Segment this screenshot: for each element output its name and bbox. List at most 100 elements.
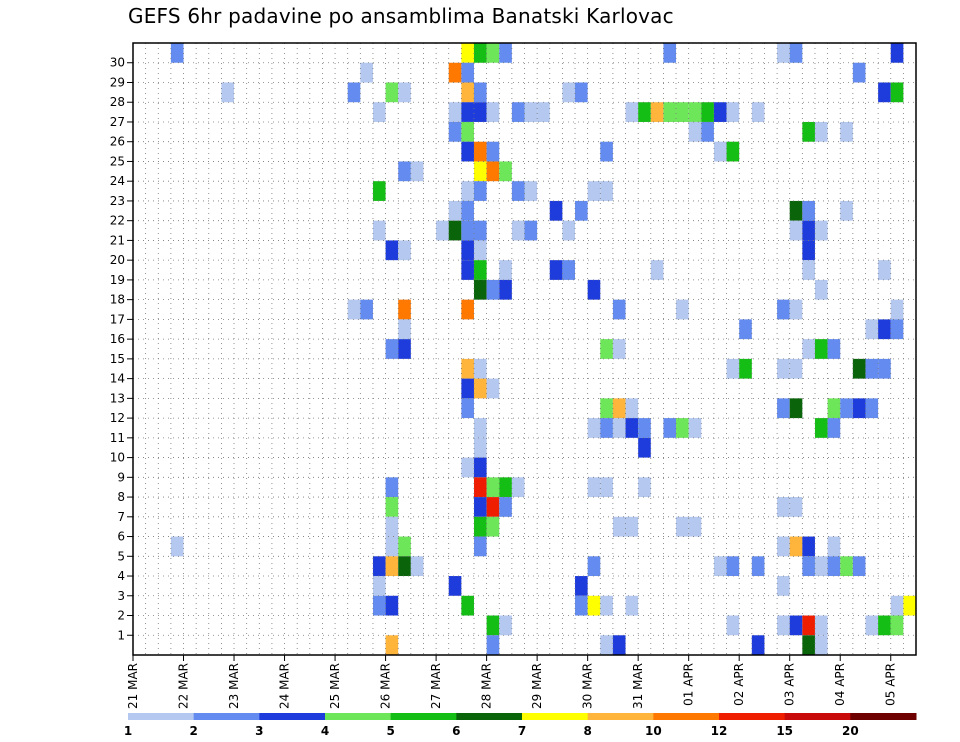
x-tick-label: 24 MAR bbox=[278, 663, 292, 709]
heatmap-cell bbox=[600, 141, 613, 162]
heatmap-cell bbox=[777, 43, 790, 63]
heatmap-cell bbox=[789, 43, 803, 63]
y-tick-label: 30 bbox=[110, 56, 125, 70]
heatmap-cell bbox=[890, 82, 904, 103]
heatmap-cell bbox=[612, 635, 626, 655]
heatmap-cell bbox=[878, 82, 891, 103]
heatmap-cell bbox=[398, 240, 411, 261]
heatmap-cell bbox=[840, 556, 853, 577]
y-tick-label: 27 bbox=[110, 115, 125, 129]
heatmap-cell bbox=[777, 398, 790, 419]
heatmap-cell bbox=[587, 595, 601, 616]
heatmap-cell bbox=[751, 635, 765, 655]
heatmap-cell bbox=[461, 62, 474, 83]
heatmap-cell bbox=[852, 556, 866, 577]
legend-swatch bbox=[390, 713, 457, 720]
heatmap-cell bbox=[524, 220, 538, 241]
legend-swatch bbox=[259, 713, 326, 720]
heatmap-cell bbox=[473, 536, 487, 557]
y-tick-label: 5 bbox=[117, 549, 125, 563]
heatmap-cell bbox=[865, 398, 879, 419]
color-legend: 1 2 3 4 5 6 7 8 10 12 15 20 bbox=[124, 713, 917, 738]
heatmap-cell bbox=[473, 181, 487, 201]
heatmap-cell bbox=[473, 516, 487, 537]
heatmap-cell bbox=[777, 615, 790, 636]
y-tick-label: 2 bbox=[117, 609, 125, 623]
heatmap-cell bbox=[827, 556, 841, 577]
heatmap-cell bbox=[360, 62, 373, 83]
heatmap-cell bbox=[612, 339, 626, 359]
heatmap-cell bbox=[852, 358, 866, 379]
legend-label: 3 bbox=[255, 724, 263, 738]
heatmap-cell bbox=[461, 457, 474, 478]
heatmap-cell bbox=[890, 615, 904, 636]
y-tick-label: 3 bbox=[117, 589, 125, 603]
heatmap-cell bbox=[461, 181, 474, 201]
heatmap-cell bbox=[777, 576, 790, 596]
y-tick-label: 9 bbox=[117, 470, 125, 484]
heatmap-cell bbox=[625, 418, 639, 438]
y-tick-label: 26 bbox=[110, 135, 125, 149]
heatmap-cell bbox=[587, 279, 601, 300]
heatmap-cell bbox=[827, 398, 841, 419]
heatmap-cell bbox=[751, 556, 765, 577]
heatmap-cell bbox=[802, 339, 815, 359]
heatmap-cell bbox=[726, 358, 740, 379]
heatmap-cell bbox=[612, 516, 626, 537]
heatmap-cell bbox=[347, 82, 361, 103]
heatmap-cell bbox=[398, 556, 411, 577]
heatmap-cell bbox=[385, 556, 399, 577]
heatmap-cell bbox=[486, 635, 500, 655]
heatmap-cell bbox=[726, 615, 740, 636]
legend-swatch bbox=[128, 713, 195, 720]
heatmap-cell bbox=[170, 536, 184, 557]
y-tick-label: 16 bbox=[110, 332, 125, 346]
heatmap-cell bbox=[221, 82, 235, 103]
heatmap-cell bbox=[688, 121, 702, 142]
x-tick-label: 25 MAR bbox=[328, 663, 342, 709]
dotted-grid bbox=[133, 43, 916, 655]
heatmap-cell bbox=[840, 398, 853, 419]
heatmap-cell bbox=[448, 102, 462, 122]
heatmap-cell bbox=[461, 102, 474, 122]
y-tick-label: 10 bbox=[110, 451, 125, 465]
y-tick-label: 20 bbox=[110, 253, 125, 267]
heatmap-cell bbox=[486, 102, 500, 122]
heatmap-cell bbox=[448, 121, 462, 142]
axis-ticks: 1234567891011121314151617181920212223242… bbox=[110, 56, 898, 709]
heatmap-cell bbox=[461, 398, 474, 419]
heatmap-cell bbox=[890, 595, 904, 616]
heatmap-cell bbox=[511, 102, 525, 122]
legend-label: 12 bbox=[711, 724, 728, 738]
heatmap-cell bbox=[486, 279, 500, 300]
legend-label: 5 bbox=[386, 724, 394, 738]
x-tick-label: 21 MAR bbox=[126, 663, 140, 709]
heatmap-cell bbox=[372, 181, 386, 201]
heatmap-cell bbox=[878, 260, 891, 280]
x-tick-label: 26 MAR bbox=[379, 663, 393, 709]
heatmap-cell bbox=[777, 497, 790, 517]
heatmap-cell bbox=[473, 418, 487, 438]
legend-swatch bbox=[456, 713, 523, 720]
heatmap-cell bbox=[625, 516, 639, 537]
heatmap-cell bbox=[372, 576, 386, 596]
heatmap-cell bbox=[385, 240, 399, 261]
heatmap-cell bbox=[524, 181, 538, 201]
y-tick-label: 24 bbox=[110, 174, 125, 188]
y-tick-label: 28 bbox=[110, 95, 125, 109]
heatmap-cell bbox=[676, 102, 689, 122]
heatmap-cell bbox=[473, 358, 487, 379]
heatmap-cell bbox=[473, 82, 487, 103]
legend-swatch bbox=[719, 713, 786, 720]
heatmap-cell bbox=[713, 102, 727, 122]
heatmap-cell bbox=[612, 299, 626, 320]
heatmap-cell bbox=[865, 615, 879, 636]
heatmap-cell bbox=[814, 220, 828, 241]
heatmap-cell bbox=[461, 240, 474, 261]
y-tick-label: 25 bbox=[110, 154, 125, 168]
heatmap-cell bbox=[562, 220, 576, 241]
heatmap-cell bbox=[789, 299, 803, 320]
heatmap-cell bbox=[486, 43, 500, 63]
heatmap-cell bbox=[461, 260, 474, 280]
heatmap-cell bbox=[814, 121, 828, 142]
